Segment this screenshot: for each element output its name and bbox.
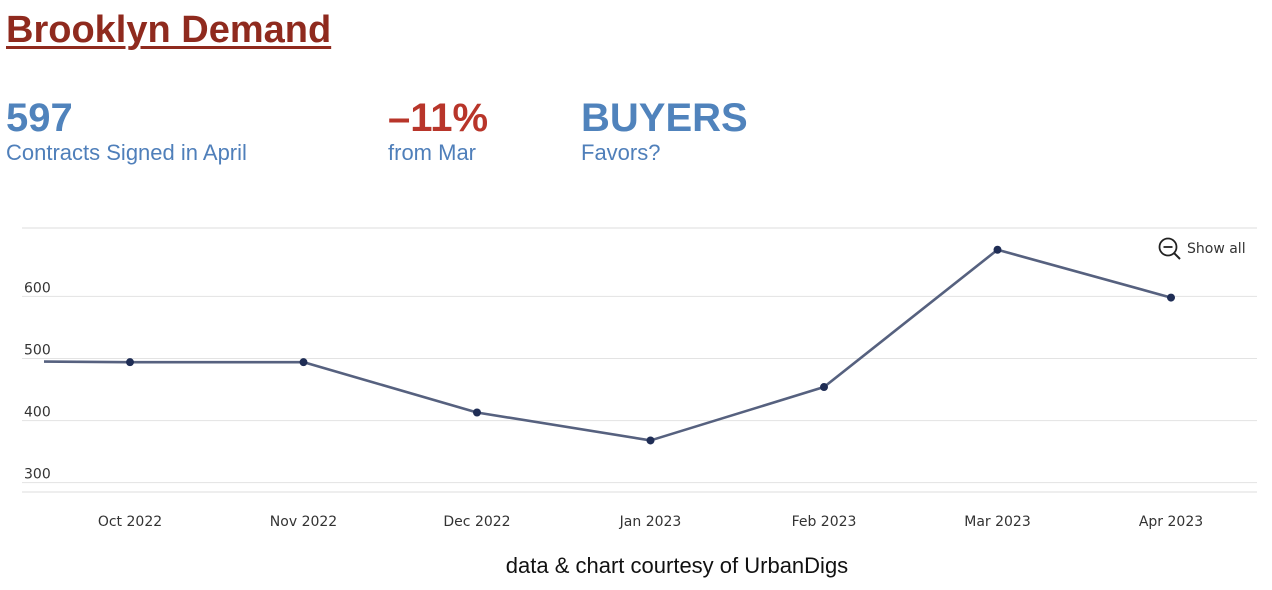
data-point <box>299 358 308 367</box>
data-point <box>646 436 655 445</box>
x-tick-label: Oct 2022 <box>98 514 162 530</box>
contracts-value: 597 <box>6 96 73 140</box>
x-tick-label: Nov 2022 <box>270 514 337 530</box>
x-tick-label: Jan 2023 <box>619 514 682 530</box>
y-axis: 300 400 500 600 <box>24 280 51 482</box>
y-tick-label: 300 <box>24 467 51 483</box>
series-line <box>43 248 1172 442</box>
x-tick-label: Feb 2023 <box>792 514 857 530</box>
favors-label: Favors? <box>581 140 661 165</box>
stat-change: –11% from Mar <box>388 96 488 166</box>
data-point <box>1167 293 1175 302</box>
y-tick-label: 400 <box>24 405 51 421</box>
x-tick-label: Dec 2022 <box>443 514 510 530</box>
change-value: –11% <box>388 96 489 140</box>
x-axis: Oct 2022 Nov 2022 Dec 2022 Jan 2023 Feb 2023… <box>98 514 1203 530</box>
stat-favors: BUYERS Favors? <box>581 96 748 166</box>
y-tick-label: 600 <box>24 280 51 296</box>
zoom-out-icon <box>1158 237 1181 260</box>
show-all-button[interactable]: Show all <box>1158 237 1246 260</box>
change-label: from Mar <box>388 140 476 165</box>
data-point <box>473 408 481 417</box>
data-point <box>993 245 1002 254</box>
show-all-label: Show all <box>1187 241 1246 257</box>
x-tick-label: Apr 2023 <box>1139 514 1203 530</box>
page-title: Brooklyn Demand <box>6 9 332 51</box>
grid-lines <box>22 227 1257 493</box>
stat-contracts: 597 Contracts Signed in April <box>6 96 247 166</box>
data-point <box>820 383 828 392</box>
data-point <box>126 358 134 367</box>
chart-caption: data & chart courtesy of UrbanDigs <box>505 553 849 578</box>
favors-value: BUYERS <box>581 96 748 140</box>
contracts-label: Contracts Signed in April <box>6 140 247 165</box>
y-tick-label: 500 <box>24 342 51 358</box>
series-group <box>43 245 1175 445</box>
x-tick-label: Mar 2023 <box>964 514 1031 530</box>
